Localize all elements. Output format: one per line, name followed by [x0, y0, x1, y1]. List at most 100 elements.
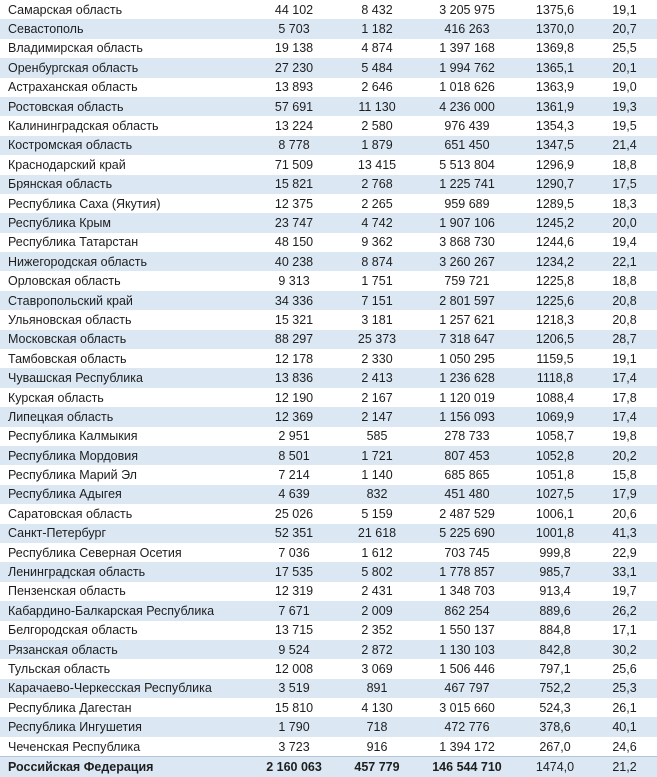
value-cell: 19,1	[612, 2, 637, 17]
value-cell: 25,6	[612, 661, 637, 676]
table-row: Липецкая область 12 369 2 147 1 156 093 1069…	[0, 407, 657, 427]
value-cell: 9 362	[361, 235, 393, 250]
value-cell: 1 721	[361, 448, 393, 463]
value-cell: 752,2	[539, 681, 571, 696]
value-cell: 21,2	[612, 759, 637, 774]
value-cell: 1 550 137	[439, 623, 495, 638]
table-row: Республика Калмыкия 2 951 585 278 733 1058,7…	[0, 427, 657, 446]
value-cell: 1118,8	[536, 371, 574, 386]
value-cell: 2 951	[278, 429, 310, 444]
value-cell: 2 330	[361, 351, 393, 366]
value-cell: 17,5	[612, 177, 637, 192]
table-row: Чеченская Республика 3 723 916 1 394 172 267…	[0, 737, 657, 757]
value-cell: 11 130	[358, 99, 396, 114]
value-cell: 1088,4	[535, 390, 575, 405]
value-cell: 25,5	[612, 41, 637, 56]
value-cell: 416 263	[444, 22, 490, 37]
table-row: Тамбовская область 12 178 2 330 1 050 295 11…	[0, 349, 657, 368]
value-cell: 22,1	[612, 254, 637, 269]
value-cell: 1218,3	[535, 312, 575, 327]
value-cell: 1 156 093	[439, 409, 495, 424]
value-cell: 15 821	[274, 177, 314, 192]
table-row: Республика Марий Эл 7 214 1 140 685 865 1051…	[0, 465, 657, 484]
table-row: Республика Дагестан 15 810 4 130 3 015 660 5…	[0, 698, 657, 717]
value-cell: 26,1	[612, 700, 637, 715]
value-cell: 1069,9	[535, 409, 575, 424]
value-cell: 44 102	[274, 2, 314, 17]
value-cell: 4 236 000	[439, 99, 495, 114]
value-cell: 18,8	[612, 274, 637, 289]
value-cell: 1 907 106	[439, 215, 495, 230]
table-row: Республика Саха (Якутия) 12 375 2 265 959 6…	[0, 194, 657, 213]
value-cell: 1 348 703	[439, 584, 495, 599]
value-cell: 52 351	[274, 526, 314, 541]
region-name-cell: Калининградская область	[8, 119, 159, 134]
value-cell: 1 257 621	[439, 312, 495, 327]
value-cell: 1206,5	[535, 332, 575, 347]
value-cell: 1354,3	[535, 119, 575, 134]
region-name-cell: Московская область	[8, 332, 127, 347]
value-cell: 5 159	[361, 506, 393, 521]
value-cell: 19,0	[612, 80, 637, 95]
value-cell: 999,8	[539, 545, 571, 560]
value-cell: 451 480	[444, 487, 490, 502]
region-name-cell: Российская Федерация	[8, 759, 154, 774]
region-name-cell: Республика Дагестан	[8, 700, 132, 715]
region-name-cell: Ленинградская область	[8, 565, 146, 580]
region-name-cell: Рязанская область	[8, 642, 118, 657]
value-cell: 1225,6	[535, 293, 575, 308]
value-cell: 685 865	[444, 468, 490, 483]
table-row: Санкт-Петербург 52 351 21 618 5 225 690 1001…	[0, 523, 657, 543]
value-cell: 959 689	[444, 196, 490, 211]
table-row: Белгородская область 13 715 2 352 1 550 137…	[0, 621, 657, 640]
value-cell: 71 509	[274, 157, 314, 172]
region-name-cell: Ульяновская область	[8, 312, 132, 327]
value-cell: 1370,0	[535, 22, 575, 37]
value-cell: 9 313	[278, 274, 310, 289]
table-row: Саратовская область 25 026 5 159 2 487 529 1…	[0, 504, 657, 523]
value-cell: 1 397 168	[439, 41, 495, 56]
value-cell: 4 639	[278, 487, 310, 502]
value-cell: 25,3	[612, 681, 637, 696]
value-cell: 8 778	[278, 138, 310, 153]
value-cell: 718	[366, 720, 388, 735]
region-name-cell: Белгородская область	[8, 623, 138, 638]
value-cell: 19,3	[612, 99, 637, 114]
value-cell: 3 205 975	[439, 2, 495, 17]
value-cell: 19,4	[612, 235, 637, 250]
region-name-cell: Республика Калмыкия	[8, 429, 138, 444]
value-cell: 467 797	[444, 681, 490, 696]
value-cell: 12 178	[274, 351, 314, 366]
table-row: Чувашская Республика 13 836 2 413 1 236 628…	[0, 368, 657, 388]
region-name-cell: Республика Марий Эл	[8, 468, 137, 483]
value-cell: 884,8	[539, 623, 571, 638]
value-cell: 1 506 446	[439, 661, 495, 676]
value-cell: 1052,8	[535, 448, 575, 463]
table-row: Нижегородская область 40 238 8 874 3 260 26…	[0, 252, 657, 272]
region-name-cell: Республика Крым	[8, 215, 112, 230]
value-cell: 20,0	[612, 215, 637, 230]
value-cell: 1474,0	[535, 759, 575, 774]
value-cell: 2 413	[361, 371, 393, 386]
value-cell: 1 182	[361, 22, 393, 37]
region-name-cell: Республика Ингушетия	[8, 720, 142, 735]
value-cell: 15 321	[274, 312, 314, 327]
value-cell: 797,1	[539, 661, 571, 676]
value-cell: 4 742	[361, 215, 393, 230]
value-cell: 891	[366, 681, 388, 696]
value-cell: 8 432	[361, 2, 393, 17]
value-cell: 1225,8	[535, 274, 575, 289]
value-cell: 40 238	[274, 254, 314, 269]
value-cell: 21 618	[357, 526, 397, 541]
value-cell: 1 751	[361, 274, 393, 289]
value-cell: 17,1	[612, 623, 637, 638]
value-cell: 913,4	[539, 584, 571, 599]
value-cell: 1244,6	[535, 235, 575, 250]
value-cell: 12 375	[274, 196, 314, 211]
value-cell: 146 544 710	[432, 759, 502, 774]
value-cell: 1006,1	[535, 506, 575, 521]
value-cell: 13 893	[274, 80, 314, 95]
value-cell: 13 415	[357, 157, 397, 172]
table-row: Рязанская область 9 524 2 872 1 130 103 842,…	[0, 639, 657, 660]
